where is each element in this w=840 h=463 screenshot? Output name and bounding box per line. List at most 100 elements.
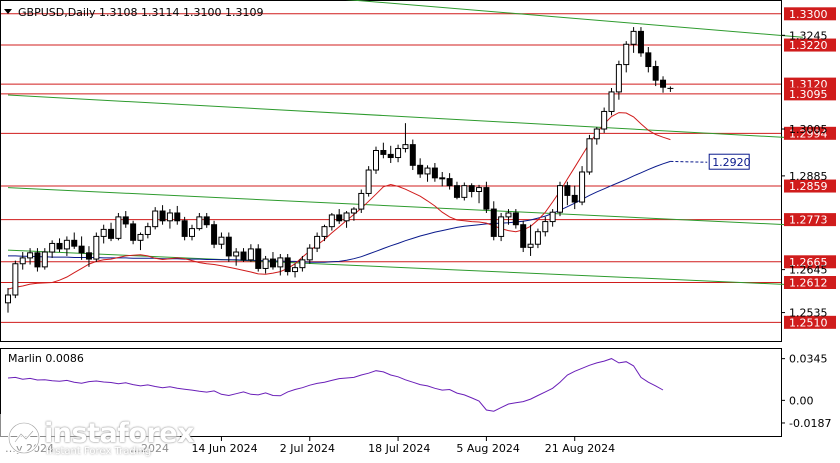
price-tick-label: 1.3005 xyxy=(789,123,828,136)
candle-body xyxy=(601,110,608,130)
candle-body xyxy=(557,185,563,213)
candle-body xyxy=(512,212,519,226)
level-tag-label: 1.2773 xyxy=(789,214,828,227)
candle-body xyxy=(446,178,453,187)
candle-body xyxy=(299,259,306,269)
candle-body xyxy=(365,169,372,194)
level-tag-label: 1.3300 xyxy=(789,8,828,21)
channel-line xyxy=(7,249,803,286)
candle-body xyxy=(328,214,335,228)
candle-body xyxy=(269,258,276,268)
candle-body xyxy=(483,187,490,210)
candle-body xyxy=(571,194,578,203)
candle-body xyxy=(233,251,240,257)
candle-body xyxy=(542,221,549,233)
level-tag xyxy=(784,87,836,101)
instaforex-logo-icon xyxy=(8,422,40,454)
candle-body xyxy=(284,257,291,273)
price-tick-label: 1.2535 xyxy=(789,307,828,320)
level-tag xyxy=(784,179,836,193)
candle-body xyxy=(115,216,122,239)
candle-body xyxy=(122,216,129,225)
candle-body xyxy=(395,148,402,159)
candle-body xyxy=(615,64,622,93)
candle-body xyxy=(505,212,512,218)
candle-body xyxy=(630,30,637,45)
level-tag-label: 1.2859 xyxy=(789,180,828,193)
time-tick-label: 5 Aug 2024 xyxy=(456,442,519,455)
candle-body xyxy=(130,223,137,241)
candle-body xyxy=(424,167,431,175)
candle-body xyxy=(292,267,299,273)
collapse-triangle-icon[interactable] xyxy=(4,9,12,14)
broker-logo: instaforex Instant Forex Trading xyxy=(0,414,195,459)
candle-body xyxy=(27,252,34,259)
time-tick-label: 2 Jul 2024 xyxy=(280,442,335,455)
candle-body xyxy=(218,236,225,245)
candle-body xyxy=(637,30,644,54)
marlin-line xyxy=(7,358,664,412)
candle-body xyxy=(358,192,365,210)
candle-body xyxy=(652,66,659,81)
candle-body xyxy=(402,144,409,150)
candle-body xyxy=(350,208,357,214)
candle-body xyxy=(277,257,284,268)
candle-body xyxy=(336,214,343,222)
time-tick-label: 18 Jul 2024 xyxy=(368,442,430,455)
candle-body xyxy=(534,231,541,245)
ma-value-tag-label: 1.2920 xyxy=(712,156,751,169)
level-tag-label: 1.3220 xyxy=(789,39,828,52)
candle-body xyxy=(490,208,497,237)
candle-body xyxy=(189,228,195,237)
candle-body xyxy=(93,235,100,260)
candle-body xyxy=(34,252,41,268)
price-tick-label: 1.2645 xyxy=(789,264,828,277)
candle-body xyxy=(41,251,48,268)
logo-name: instaforex xyxy=(44,418,195,449)
ma-value-tag xyxy=(708,153,750,170)
level-tag-label: 1.2665 xyxy=(789,256,828,269)
level-tag-label: 1.2994 xyxy=(789,127,828,140)
candle-body xyxy=(468,185,475,193)
candle-body xyxy=(549,211,556,223)
candle-body xyxy=(387,153,394,159)
level-tag xyxy=(784,7,836,21)
osc-tick-label: 0.00 xyxy=(789,394,814,407)
candle-body xyxy=(564,185,571,196)
channel-line xyxy=(345,0,803,38)
candle-body xyxy=(608,91,615,112)
candle-body xyxy=(453,185,460,198)
candle-body xyxy=(343,212,350,222)
candle-body xyxy=(476,187,483,193)
level-tag xyxy=(784,77,836,91)
indicator-panel xyxy=(0,348,782,437)
level-tag xyxy=(784,275,836,289)
candle-body xyxy=(314,235,321,249)
candle-body xyxy=(431,167,438,179)
candle-body xyxy=(174,212,181,222)
candle-body xyxy=(409,144,416,166)
candle-body xyxy=(439,177,446,180)
price-tick-label: 1.2885 xyxy=(789,170,828,183)
candle-body xyxy=(527,243,534,248)
candle-body xyxy=(586,138,593,173)
candle-body xyxy=(645,52,652,68)
candle-body xyxy=(247,248,254,261)
candle-body xyxy=(380,149,387,155)
candle-body xyxy=(306,247,313,261)
ma-slow-projection xyxy=(670,160,708,163)
candle-body xyxy=(5,294,11,304)
candle-body xyxy=(78,245,85,254)
level-tag xyxy=(784,126,836,140)
level-tag-label: 1.2510 xyxy=(789,316,828,329)
candle-body xyxy=(144,226,151,235)
candle-body xyxy=(49,242,56,253)
candle-body xyxy=(196,216,203,230)
candle-body xyxy=(181,220,188,237)
candle-body xyxy=(240,251,247,261)
candle-body xyxy=(137,233,144,241)
candle-body xyxy=(100,228,107,237)
candle-body xyxy=(166,212,173,222)
